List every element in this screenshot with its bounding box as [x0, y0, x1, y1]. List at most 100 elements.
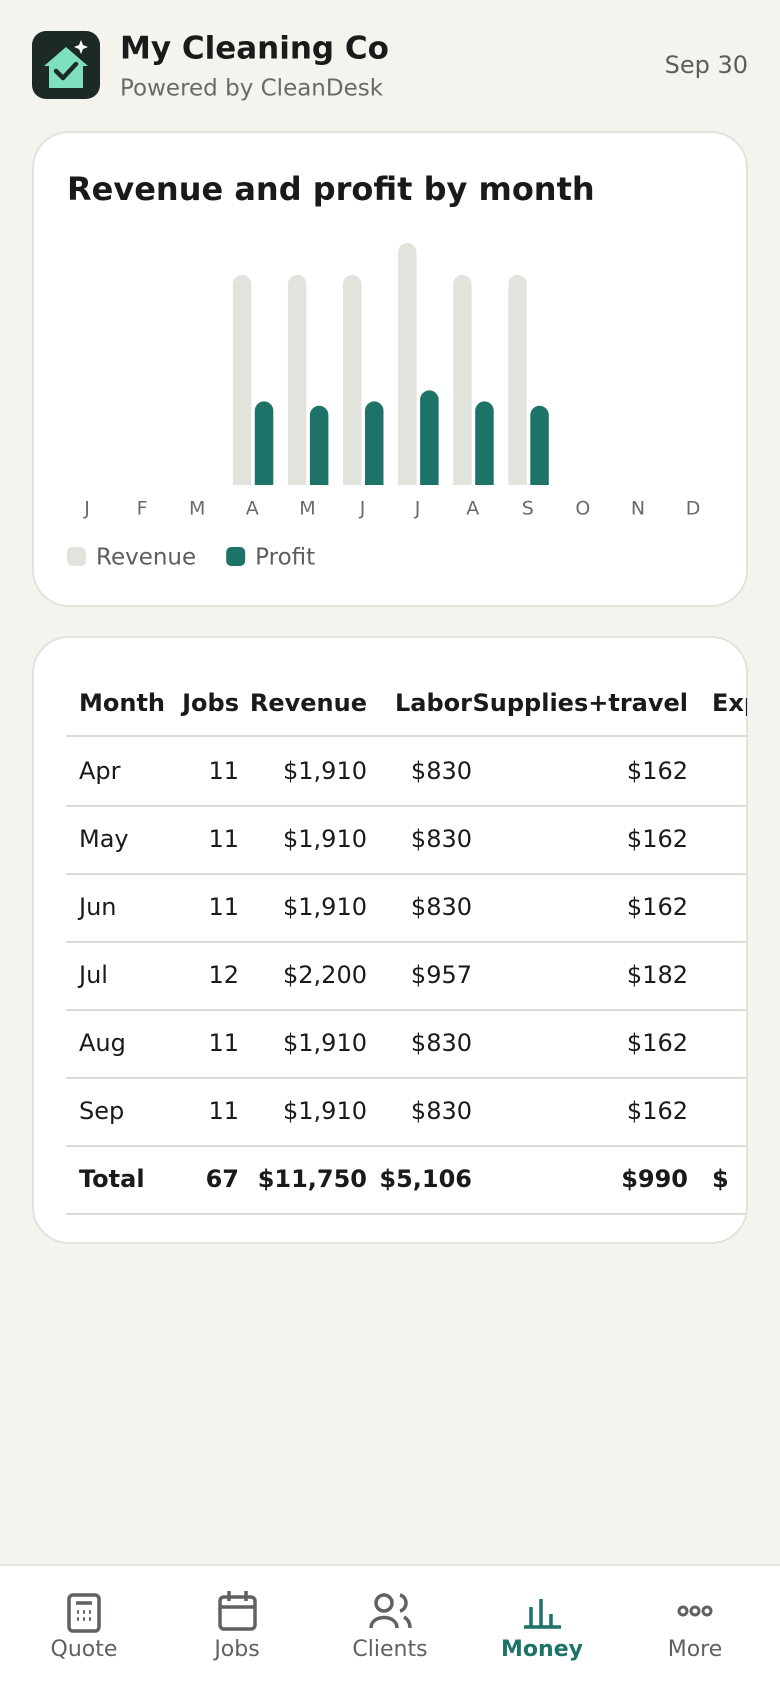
table: Month Jobs Revenue Labor Supplies+travel Exp A…	[66, 689, 761, 1215]
nav-money[interactable]: Money	[501, 1599, 583, 1662]
table-cell: Sep	[79, 1097, 124, 1125]
x-tick-label: A	[466, 498, 479, 520]
bar	[398, 243, 417, 485]
nav-label: Jobs	[212, 1637, 259, 1662]
nav-quote[interactable]: Quote	[51, 1593, 118, 1662]
total-cell: Total	[79, 1165, 145, 1193]
date: Sep 30	[665, 51, 748, 79]
column-header: Revenue	[250, 689, 367, 717]
bar	[508, 274, 527, 485]
bar	[530, 405, 549, 485]
x-tick-label: M	[189, 498, 205, 520]
bar	[343, 274, 362, 485]
legend-label: Profit	[255, 545, 315, 571]
more-dot	[677, 1605, 689, 1617]
table-cell: $830	[411, 1097, 472, 1125]
table-cell: Jun	[77, 893, 117, 921]
x-tick-label: S	[522, 498, 534, 520]
bar	[420, 390, 439, 485]
total-cell: $990	[621, 1165, 688, 1193]
table-cell: $1,910	[283, 1097, 367, 1125]
table-cell: Apr	[79, 757, 121, 785]
nav-clients[interactable]: Clients	[352, 1593, 428, 1662]
nav-label: More	[668, 1637, 723, 1662]
money-icon	[524, 1599, 561, 1629]
table-cell: $162	[627, 825, 688, 853]
column-header: Supplies+travel	[472, 689, 688, 717]
legend-swatch	[67, 547, 86, 566]
bar	[309, 405, 329, 485]
nav-jobs[interactable]: Jobs	[212, 1591, 260, 1662]
icon-sparkle	[74, 40, 88, 54]
table-cell: 11	[208, 825, 239, 853]
jobs-icon-detail	[220, 1591, 255, 1609]
column-header: Labor	[395, 689, 472, 717]
nav-label: Money	[501, 1637, 583, 1662]
bottom-nav: Quote Jobs Clients Money More	[0, 1564, 780, 1688]
more-dot	[701, 1605, 713, 1617]
nav-label: Clients	[352, 1637, 427, 1662]
clients-icon-head	[374, 1593, 394, 1613]
table-cell: $1,910	[283, 1029, 367, 1057]
quote-icon-detail	[76, 1601, 92, 1621]
more-dot	[689, 1605, 701, 1617]
icon-check	[53, 61, 79, 81]
table-cell: $830	[411, 757, 472, 785]
table-cell: 11	[208, 757, 239, 785]
table-cell: $1,910	[283, 893, 367, 921]
x-tick-label: M	[299, 498, 315, 520]
nav-more[interactable]: More	[668, 1605, 723, 1662]
jobs-icon	[218, 1595, 257, 1631]
bar	[254, 401, 274, 485]
x-tick-label: J	[83, 498, 90, 520]
table-cell: $2,200	[283, 961, 367, 989]
table-cell: $830	[411, 825, 472, 853]
table-cell: $162	[627, 893, 688, 921]
x-tick-label: J	[359, 498, 366, 520]
icon-house	[44, 47, 88, 88]
table-cell: $162	[627, 757, 688, 785]
table-cell: $162	[627, 1029, 688, 1057]
x-tick-label: N	[631, 498, 645, 520]
table-cell: $182	[627, 961, 688, 989]
table-cell: 11	[208, 893, 239, 921]
chart-card	[32, 131, 748, 607]
nav-label: Quote	[51, 1637, 118, 1662]
table-cell: Aug	[79, 1029, 126, 1057]
table-cell: $830	[411, 893, 472, 921]
total-cell: $	[712, 1165, 729, 1193]
header: My Cleaning Co Powered by CleanDesk Sep …	[32, 31, 748, 102]
total-cell: $11,750	[258, 1165, 367, 1193]
legend-label: Revenue	[96, 545, 196, 571]
bar	[365, 401, 384, 485]
table-card	[32, 636, 748, 1244]
x-tick-label: O	[575, 498, 590, 520]
total-cell: 67	[206, 1165, 239, 1193]
table-cell: 12	[208, 961, 239, 989]
bar	[232, 274, 252, 485]
table-cell: May	[79, 825, 129, 853]
clients-icon-body	[369, 1593, 412, 1629]
table-cell: $1,910	[283, 757, 367, 785]
table-cell: 11	[208, 1097, 239, 1125]
app-title: My Cleaning Co	[120, 31, 389, 67]
table-cell: $830	[411, 1029, 472, 1057]
legend-swatch	[226, 547, 246, 566]
table-cell: $957	[411, 961, 472, 989]
quote-icon	[67, 1593, 101, 1633]
x-tick-label: J	[414, 498, 421, 520]
x-tick-label: A	[246, 498, 259, 520]
nav-bar	[0, 1565, 780, 1688]
bar	[475, 401, 494, 485]
column-header: Exp	[712, 689, 761, 717]
app-subtitle: Powered by CleanDesk	[120, 76, 384, 102]
chart: J F M A M J J A S O N D Revenue Profit	[67, 243, 700, 571]
table-cell: $1,910	[283, 825, 367, 853]
x-tick-label: D	[686, 498, 701, 520]
total-cell: $5,106	[379, 1165, 472, 1193]
column-header: Month	[79, 689, 165, 717]
chart-title: Revenue and profit by month	[67, 170, 595, 208]
bar	[453, 274, 472, 485]
bar	[287, 274, 307, 485]
